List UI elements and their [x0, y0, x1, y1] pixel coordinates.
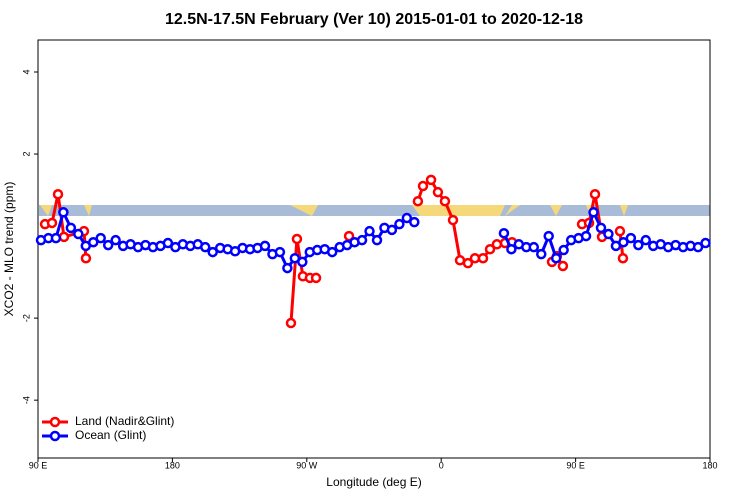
- chart-title: 12.5N-17.5N February (Ver 10) 2015-01-01…: [165, 11, 583, 28]
- x-tick-label: 90 W: [296, 460, 318, 470]
- y-tick-label: 2: [21, 152, 31, 157]
- data-point: [356, 234, 368, 246]
- data-point: [506, 243, 517, 255]
- data-point: [102, 239, 114, 251]
- data-point: [50, 232, 62, 244]
- data-point: [462, 257, 474, 269]
- data-point: [207, 246, 218, 258]
- data-point: [614, 225, 626, 237]
- data-point: [80, 252, 92, 264]
- data-point: [425, 174, 437, 186]
- data-point: [326, 246, 338, 258]
- data-point: [589, 188, 601, 200]
- data-point: [259, 240, 271, 252]
- data-point: [692, 241, 704, 253]
- data-point: [394, 218, 405, 230]
- legend-label: Land (Nadir&Glint): [75, 414, 174, 428]
- data-point: [401, 212, 413, 224]
- data-point: [371, 234, 383, 246]
- x-tick-label: 90 E: [29, 460, 48, 470]
- data-point: [282, 262, 293, 274]
- data-point: [58, 231, 70, 243]
- land-shape: [40, 205, 628, 216]
- data-point: [73, 228, 84, 240]
- data-point: [110, 234, 121, 246]
- y-tick-label: -4: [21, 396, 31, 404]
- data-point: [477, 252, 489, 264]
- data-point: [162, 237, 174, 249]
- data-point: [95, 232, 106, 244]
- data-point: [700, 237, 711, 249]
- data-point: [274, 246, 286, 258]
- data-point: [640, 234, 652, 246]
- data-point: [536, 248, 547, 260]
- data-point: [550, 252, 562, 264]
- data-point: [543, 230, 554, 242]
- legend-marker: [49, 430, 61, 442]
- data-point: [364, 225, 375, 237]
- data-point: [65, 222, 77, 234]
- legend-label: Ocean (Glint): [75, 428, 146, 442]
- data-point: [291, 233, 303, 245]
- data-point: [603, 228, 614, 240]
- data-point: [386, 224, 398, 236]
- x-tick-label: 0: [439, 460, 444, 470]
- data-point: [484, 243, 496, 255]
- y-tick-label: 4: [21, 69, 31, 74]
- data-point: [557, 260, 569, 272]
- data-point: [558, 244, 569, 256]
- data-point: [297, 256, 308, 268]
- data-point: [52, 188, 64, 200]
- data-point: [447, 214, 459, 226]
- data-point: [343, 230, 355, 242]
- data-point: [595, 222, 607, 234]
- y-axis-label: XCO2 - MLO trend (ppm): [2, 182, 16, 317]
- data-point: [633, 239, 644, 251]
- x-axis-label: Longitude (deg E): [326, 475, 421, 489]
- x-tick-label: 180: [702, 460, 717, 470]
- data-point: [432, 186, 444, 198]
- data-point: [491, 239, 503, 250]
- data-point: [618, 236, 629, 248]
- legend: Land (Nadir&Glint)Ocean (Glint): [42, 414, 174, 442]
- data-point: [46, 217, 58, 229]
- data-point: [528, 241, 540, 253]
- land-band: [39, 205, 710, 216]
- data-point: [439, 195, 451, 207]
- y-tick-label: -2: [21, 314, 31, 322]
- data-point: [617, 252, 629, 264]
- ocean-band: [39, 205, 710, 216]
- data-point: [417, 180, 429, 192]
- data-point: [588, 207, 599, 218]
- data-point: [285, 317, 297, 329]
- data-point: [580, 230, 592, 242]
- x-tick-label: 90 E: [566, 460, 585, 470]
- data-point: [409, 216, 420, 228]
- data-point: [58, 207, 69, 218]
- data-point: [412, 195, 424, 207]
- legend-marker: [49, 416, 61, 428]
- data-point: [200, 241, 211, 253]
- data-point: [498, 227, 510, 239]
- plot-frame: [37, 39, 711, 459]
- x-tick-label: 180: [165, 460, 180, 470]
- data-point: [625, 232, 637, 244]
- data-point: [310, 272, 322, 284]
- data-point: [88, 236, 99, 248]
- data-point: [469, 252, 481, 264]
